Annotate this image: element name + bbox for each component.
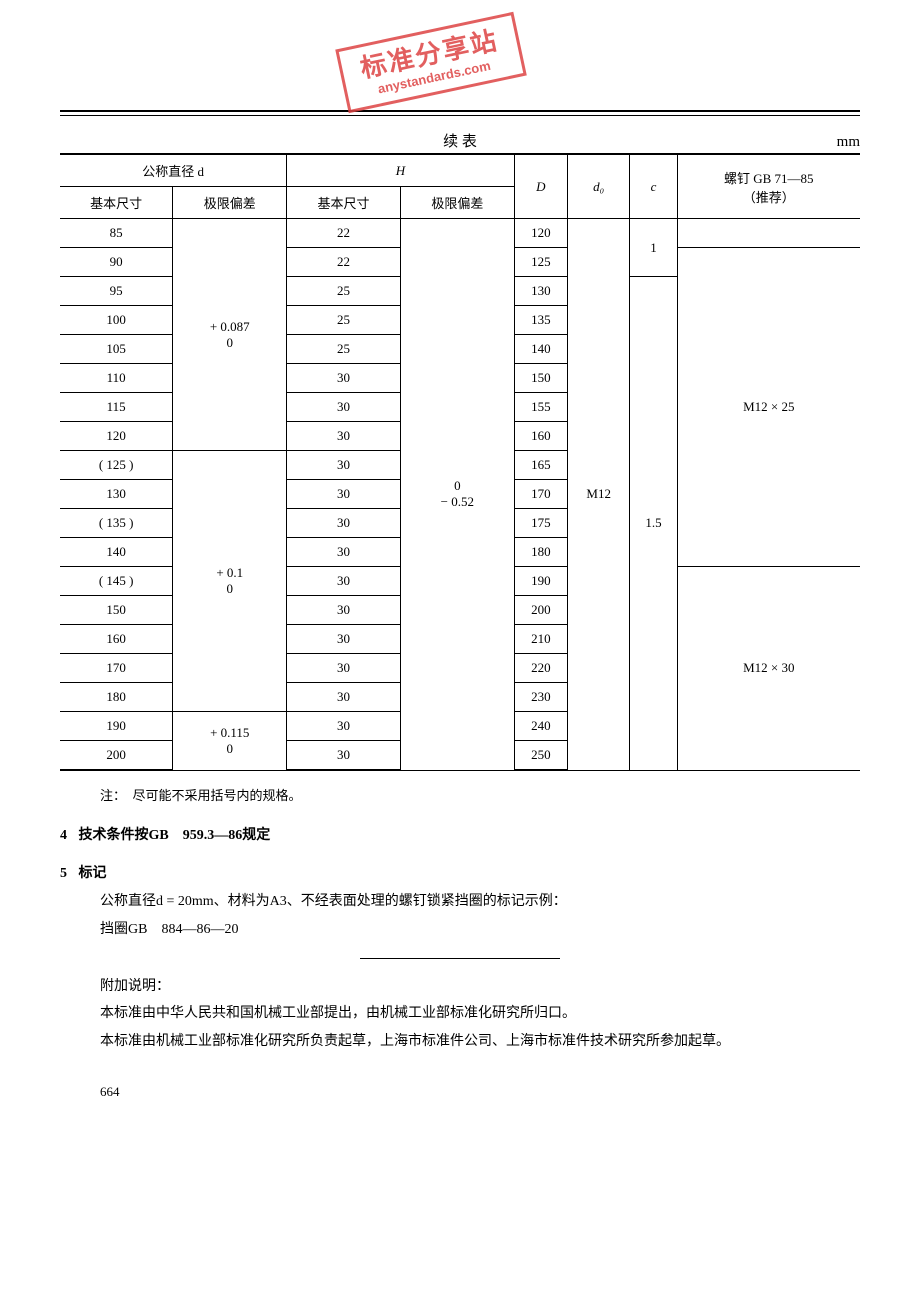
cell-D: 210	[514, 625, 567, 654]
cell-D: 175	[514, 509, 567, 538]
cell-d-tol-2: + 0.1 0	[173, 451, 287, 712]
appendix-line-2: 本标准由机械工业部标准化研究所负责起草，上海市标准件公司、上海市标准件技术研究所…	[60, 1030, 860, 1054]
cell-D: 125	[514, 248, 567, 277]
cell-D: 140	[514, 335, 567, 364]
table-note: 注： 尽可能不采用括号内的规格。	[100, 785, 860, 804]
sec5-num: 5	[60, 866, 67, 881]
cell-d: ( 145 )	[60, 567, 173, 596]
cell-H: 30	[287, 538, 401, 567]
table-caption: 续 表	[120, 130, 800, 151]
page-number: 664	[100, 1084, 860, 1100]
col-c: c	[630, 154, 677, 219]
cell-d: 170	[60, 654, 173, 683]
cell-d: 85	[60, 219, 173, 248]
cell-D: 180	[514, 538, 567, 567]
sec4-title: 技术条件按GB 959.3—86规定	[79, 828, 271, 843]
watermark-stamp: 标准分享站 anystandards.com	[335, 12, 527, 113]
cell-d: 110	[60, 364, 173, 393]
cell-d: 120	[60, 422, 173, 451]
cell-H: 30	[287, 741, 401, 771]
cell-H-tol: 0 − 0.52	[400, 219, 514, 771]
col-d-basic: 基本尺寸	[60, 187, 173, 219]
appendix-line-1: 本标准由中华人民共和国机械工业部提出，由机械工业部标准化研究所归口。	[100, 1002, 860, 1026]
cell-screw-1: M12 × 25	[677, 248, 860, 567]
cell-d: 100	[60, 306, 173, 335]
cell-H: 30	[287, 422, 401, 451]
cell-d: 200	[60, 741, 173, 771]
section-5: 5 标记	[60, 862, 860, 882]
col-H-basic: 基本尺寸	[287, 187, 401, 219]
cell-D: 190	[514, 567, 567, 596]
cell-H: 30	[287, 393, 401, 422]
dimensions-table: 公称直径 d H D d₀ c 螺钉 GB 71—85 （推荐） 基本尺寸 极限…	[60, 153, 860, 771]
section-divider	[360, 958, 560, 959]
col-D: D	[514, 154, 567, 219]
cell-d0: M12	[567, 219, 630, 771]
table-unit: mm	[800, 134, 860, 151]
col-d-group: 公称直径 d	[60, 154, 287, 187]
caption-row: 续 表 mm	[60, 130, 860, 151]
cell-D: 130	[514, 277, 567, 306]
cell-d: 130	[60, 480, 173, 509]
cell-d: 180	[60, 683, 173, 712]
cell-H: 30	[287, 683, 401, 712]
cell-H: 30	[287, 364, 401, 393]
cell-D: 120	[514, 219, 567, 248]
top-rule	[60, 110, 860, 116]
cell-H: 25	[287, 335, 401, 364]
cell-d: 150	[60, 596, 173, 625]
cell-H: 30	[287, 596, 401, 625]
cell-H: 30	[287, 451, 401, 480]
cell-H: 25	[287, 306, 401, 335]
cell-screw-blank	[677, 219, 860, 248]
cell-D: 220	[514, 654, 567, 683]
cell-H: 30	[287, 509, 401, 538]
cell-D: 165	[514, 451, 567, 480]
cell-H: 30	[287, 567, 401, 596]
col-screw: 螺钉 GB 71—85 （推荐）	[677, 154, 860, 219]
cell-D: 155	[514, 393, 567, 422]
cell-D: 250	[514, 741, 567, 771]
col-H-group: H	[287, 154, 515, 187]
sec5-para-b: 挡圈GB 884—86—20	[100, 918, 860, 942]
cell-d: 105	[60, 335, 173, 364]
col-H-tol: 极限偏差	[400, 187, 514, 219]
appendix-label: 附加说明：	[100, 975, 860, 999]
cell-d: 95	[60, 277, 173, 306]
cell-d-tol-1: + 0.087 0	[173, 219, 287, 451]
cell-d: ( 125 )	[60, 451, 173, 480]
cell-d: 160	[60, 625, 173, 654]
cell-c-1: 1	[630, 219, 677, 277]
cell-H: 22	[287, 219, 401, 248]
cell-D: 230	[514, 683, 567, 712]
cell-d: 115	[60, 393, 173, 422]
sec5-para-a: 公称直径d = 20mm、材料为A3、不经表面处理的螺钉锁紧挡圈的标记示例：	[100, 890, 860, 914]
cell-screw-2: M12 × 30	[677, 567, 860, 771]
section-4: 4 技术条件按GB 959.3—86规定	[60, 824, 860, 844]
cell-D: 200	[514, 596, 567, 625]
cell-D: 160	[514, 422, 567, 451]
cell-D: 135	[514, 306, 567, 335]
cell-D: 170	[514, 480, 567, 509]
cell-H: 30	[287, 712, 401, 741]
col-d-tol: 极限偏差	[173, 187, 287, 219]
cell-d: 90	[60, 248, 173, 277]
cell-c-2: 1.5	[630, 277, 677, 771]
cell-D: 240	[514, 712, 567, 741]
cell-H: 30	[287, 654, 401, 683]
col-d0: d₀	[567, 154, 630, 219]
cell-d: 190	[60, 712, 173, 741]
cell-H: 30	[287, 625, 401, 654]
cell-H: 25	[287, 277, 401, 306]
sec5-title: 标记	[79, 866, 107, 881]
cell-d-tol-3: + 0.115 0	[173, 712, 287, 771]
cell-H: 22	[287, 248, 401, 277]
cell-d: ( 135 )	[60, 509, 173, 538]
cell-H: 30	[287, 480, 401, 509]
cell-D: 150	[514, 364, 567, 393]
sec4-num: 4	[60, 828, 67, 843]
cell-d: 140	[60, 538, 173, 567]
